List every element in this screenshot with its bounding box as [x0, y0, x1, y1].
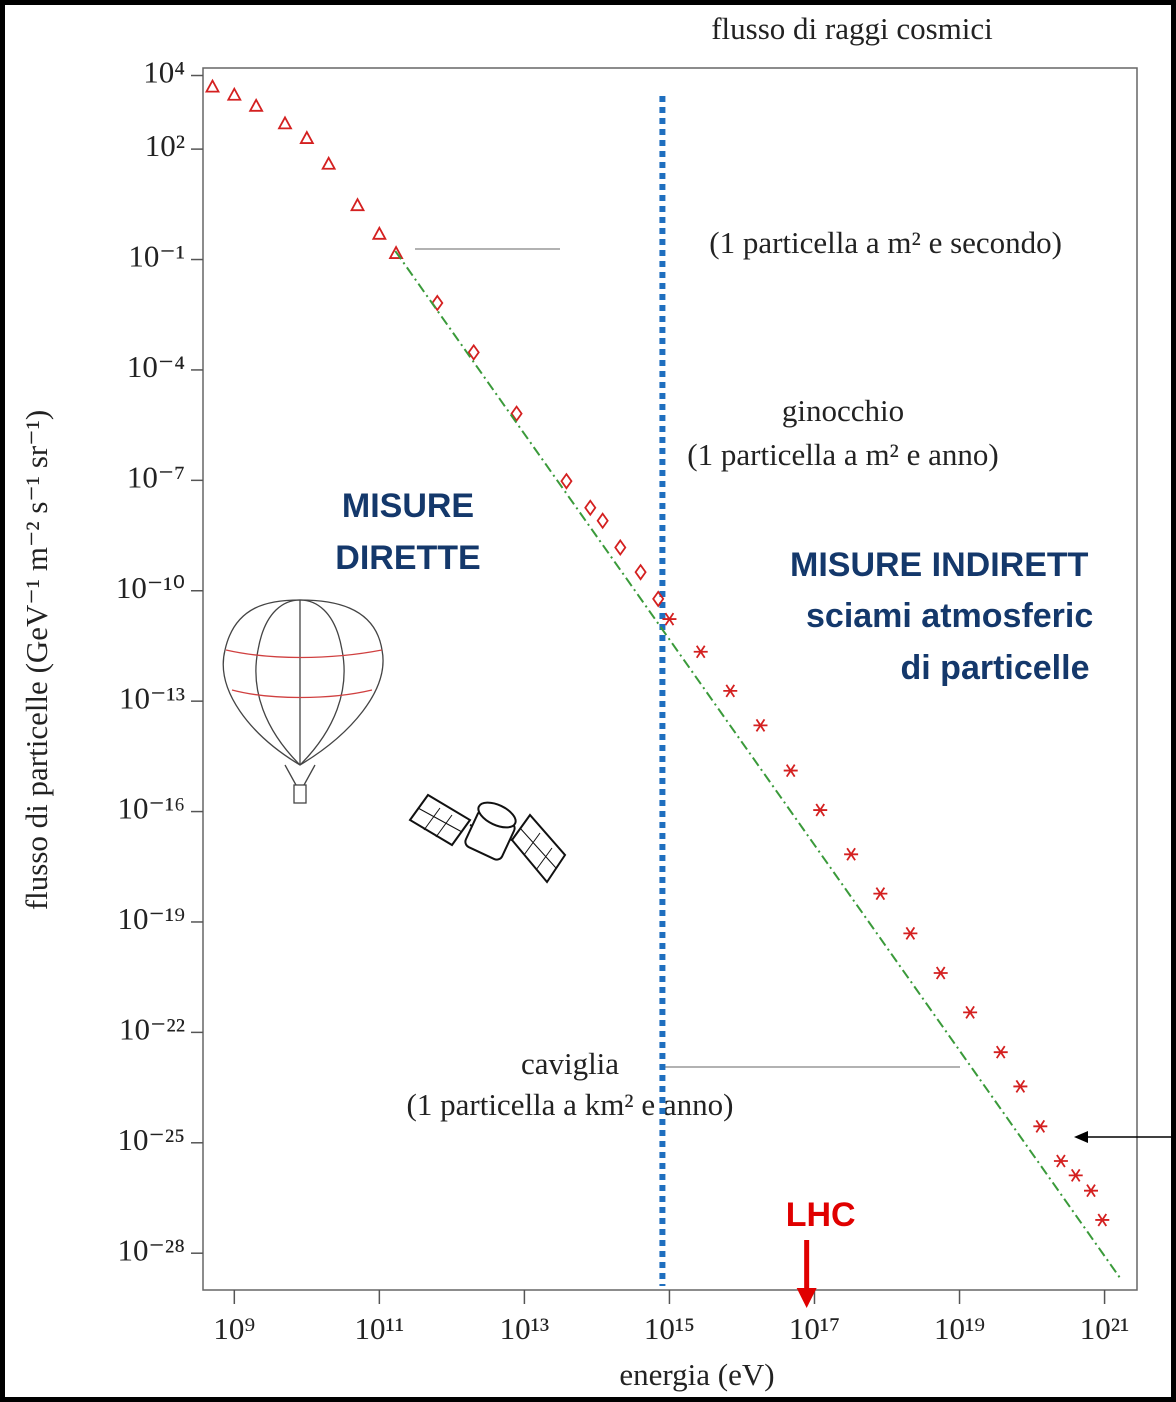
data-point	[1084, 1184, 1098, 1198]
annotation: ginocchio	[782, 393, 904, 428]
y-tick-label: 10⁻²⁸	[118, 1232, 185, 1267]
y-tick-label: 10⁻¹⁶	[118, 791, 185, 826]
y-tick-label: 10⁻¹	[128, 239, 185, 274]
y-tick-label: 10⁻⁴	[127, 349, 185, 384]
balloon-icon	[222, 599, 384, 804]
annotation: caviglia	[521, 1046, 619, 1081]
annotation: (1 particella a m² e secondo)	[709, 225, 1062, 260]
y-tick-label: 10⁴	[143, 55, 185, 90]
y-tick-label: 10⁻¹³	[119, 680, 185, 715]
y-tick-label: 10⁻²⁵	[118, 1122, 185, 1157]
data-point	[431, 294, 444, 312]
data-point	[1095, 1213, 1110, 1227]
data-point	[371, 225, 387, 240]
data-point	[903, 926, 918, 940]
y-tick-label: 10⁻⁷	[127, 459, 185, 494]
y-tick-label: 10⁻¹⁰	[116, 570, 185, 605]
data-point	[873, 887, 888, 901]
data-point	[614, 538, 627, 557]
annotation: MISURE INDIRETT	[790, 546, 1089, 584]
data-point	[350, 197, 366, 212]
y-axis-label: flusso di particelle (GeV⁻¹ m⁻² s⁻¹ sr⁻¹…	[19, 410, 54, 910]
data-point	[1053, 1154, 1068, 1168]
data-point	[248, 97, 264, 112]
x-tick-label: 10⁹	[213, 1311, 255, 1346]
data-point	[388, 245, 404, 259]
x-tick-label: 10²¹	[1080, 1311, 1130, 1346]
data-point	[510, 405, 523, 423]
data-point	[204, 78, 221, 93]
annotation: sciami atmosferic	[806, 597, 1093, 635]
lhc-arrowhead	[796, 1288, 817, 1308]
x-tick-label: 10¹¹	[355, 1311, 405, 1346]
data-point	[723, 684, 738, 698]
data-point	[844, 847, 859, 861]
data-point	[933, 966, 948, 980]
x-tick-label: 10¹³	[500, 1311, 550, 1346]
data-point	[1013, 1079, 1028, 1093]
y-tick-label: 10⁻²²	[119, 1011, 185, 1046]
satellite-icon	[408, 793, 567, 884]
data-point	[753, 718, 768, 732]
data-point	[560, 472, 573, 490]
chart-title: flusso di raggi cosmici	[711, 11, 993, 46]
data-point	[1068, 1168, 1083, 1182]
data-point	[226, 86, 242, 101]
data-point	[813, 803, 828, 817]
x-tick-label: 10¹⁵	[644, 1311, 695, 1346]
data-point	[1033, 1119, 1048, 1133]
y-tick-label: 10²	[145, 128, 185, 163]
annotation-lines	[415, 248, 960, 1068]
data-point	[634, 563, 647, 581]
pointer-arrow	[1074, 1131, 1176, 1143]
annotation: di particelle	[901, 649, 1090, 687]
data-point	[993, 1045, 1008, 1059]
data-point	[662, 612, 677, 626]
data-point	[299, 130, 315, 144]
data-point	[963, 1005, 978, 1019]
data-point	[652, 590, 665, 608]
x-tick-label: 10¹⁷	[789, 1311, 840, 1346]
y-tick-label: 10⁻¹⁹	[118, 901, 185, 936]
data-point	[596, 512, 609, 530]
data-point	[467, 343, 480, 361]
data-point	[693, 645, 708, 659]
annotation: DIRETTE	[335, 539, 480, 577]
data-point	[584, 499, 597, 517]
x-tick-label: 10¹⁹	[934, 1311, 985, 1346]
lhc-label: LHC	[786, 1196, 856, 1234]
data-point	[783, 764, 798, 778]
data-point	[277, 115, 293, 130]
x-axis-label: energia (eV)	[619, 1357, 774, 1392]
annotation: (1 particella a km² e anno)	[407, 1087, 734, 1122]
fit-line	[394, 250, 1123, 1281]
annotation: MISURE	[342, 487, 474, 525]
annotation: (1 particella a m² e anno)	[687, 437, 998, 472]
data-point	[321, 155, 337, 170]
